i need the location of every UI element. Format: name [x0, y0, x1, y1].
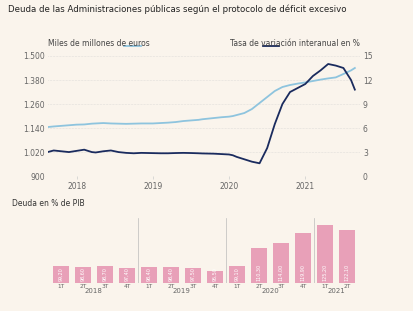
Text: 99,20: 99,20: [58, 268, 63, 281]
Text: 2021: 2021: [326, 288, 344, 295]
Bar: [251, 248, 266, 283]
Text: Tasa de variación interanual en %: Tasa de variación interanual en %: [230, 39, 359, 48]
Bar: [75, 267, 90, 283]
Bar: [316, 225, 332, 283]
Text: 2019: 2019: [173, 288, 190, 295]
Bar: [273, 243, 288, 283]
Text: 98,60: 98,60: [80, 267, 85, 281]
Bar: [206, 272, 222, 283]
Bar: [119, 268, 134, 283]
Text: 2020: 2020: [261, 288, 278, 295]
Bar: [53, 266, 69, 283]
Bar: [141, 267, 156, 283]
Bar: [97, 267, 112, 283]
Text: 119,90: 119,90: [300, 265, 305, 281]
Text: 98,40: 98,40: [146, 267, 151, 281]
Text: 98,40: 98,40: [168, 267, 173, 281]
Text: 98,70: 98,70: [102, 267, 107, 281]
Text: Deuda en % de PIB: Deuda en % de PIB: [12, 199, 84, 208]
Text: 2018: 2018: [85, 288, 102, 295]
Text: 95,50: 95,50: [212, 267, 217, 281]
Text: Miles de millones de euros: Miles de millones de euros: [47, 39, 149, 48]
Text: 97,50: 97,50: [190, 267, 195, 281]
Text: 122,10: 122,10: [344, 264, 349, 281]
Text: 114,00: 114,00: [278, 264, 283, 281]
Text: 110,30: 110,30: [256, 264, 261, 281]
Bar: [163, 267, 178, 283]
Bar: [229, 266, 244, 283]
Text: 125,20: 125,20: [322, 264, 327, 281]
Bar: [338, 230, 354, 283]
Text: 99,10: 99,10: [234, 268, 239, 281]
Bar: [294, 234, 310, 283]
Bar: [185, 268, 200, 283]
Text: Deuda de las Administraciones públicas según el protocolo de déficit excesivo: Deuda de las Administraciones públicas s…: [8, 5, 346, 14]
Text: 97,40: 97,40: [124, 267, 129, 281]
